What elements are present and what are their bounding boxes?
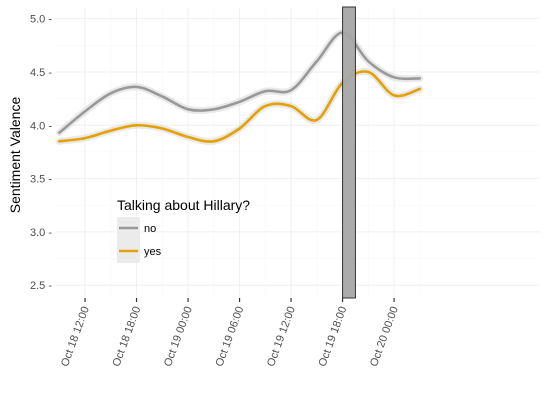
legend-title: Talking about Hillary?: [117, 197, 250, 213]
y-tick-label: 5.0 -: [30, 14, 52, 26]
y-axis-ticks: 2.5 - 3.0 - 3.5 - 4.0 - 4.5 - 5.0 -: [30, 14, 52, 293]
y-tick-label: 4.5 -: [30, 67, 52, 79]
y-axis-title: Sentiment Valence: [7, 97, 23, 214]
legend-key-background: [117, 217, 140, 263]
legend-label-no: no: [144, 223, 156, 235]
y-tick-label: 2.5 -: [30, 280, 52, 292]
series-line-no: [58, 31, 422, 134]
y-tick-label: 3.0 -: [30, 227, 52, 239]
highlight-band: [342, 6, 356, 299]
legend-items: no yes: [119, 223, 162, 258]
y-tick-label: 4.0 -: [30, 120, 52, 132]
y-tick-label: 3.5 -: [30, 174, 52, 186]
highlight-band-layer: [342, 6, 356, 299]
legend: Talking about Hillary? no yes: [117, 197, 250, 263]
legend-label-yes: yes: [144, 246, 162, 258]
series-lines: [55, 28, 424, 146]
series-line-yes: [58, 70, 422, 143]
